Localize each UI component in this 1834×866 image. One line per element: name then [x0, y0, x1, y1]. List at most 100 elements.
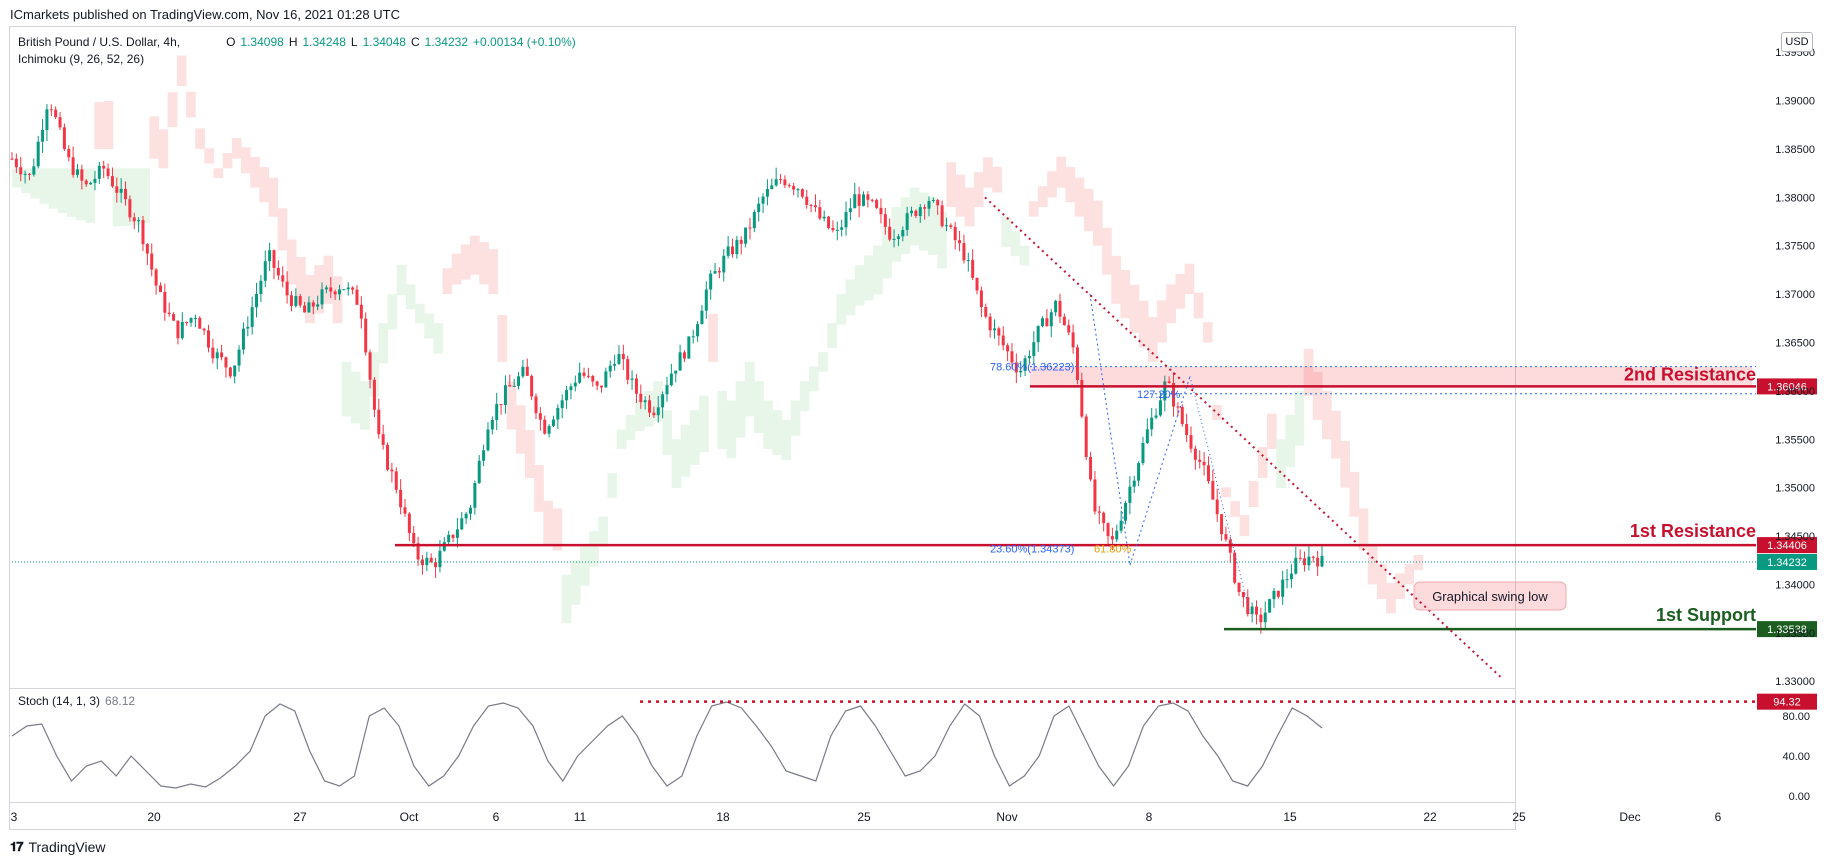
cloud-segment [818, 352, 828, 372]
candle-body [1128, 486, 1132, 504]
candle-body [442, 542, 446, 551]
candle-body [1298, 557, 1302, 559]
cloud-segment [488, 249, 499, 295]
candle-body [1054, 300, 1058, 313]
cloud-segment [1367, 545, 1378, 585]
candle-body [172, 314, 176, 321]
candle-body [1006, 345, 1010, 352]
currency-button[interactable]: USD [1781, 32, 1813, 52]
time-tick-label: 18 [716, 810, 730, 824]
candle-body [272, 250, 276, 268]
candle-body [809, 204, 813, 206]
candle-body [993, 328, 996, 331]
candle-body [774, 179, 778, 186]
price-tick-label: 1.33500 [1775, 628, 1815, 640]
candle-body [565, 390, 569, 401]
cloud-segment [241, 147, 251, 174]
cloud-segment [460, 244, 471, 280]
candle-body [818, 207, 822, 219]
candle-body [595, 381, 599, 386]
candle-body [1176, 406, 1180, 408]
candle-body [901, 229, 905, 237]
candle-body [1289, 573, 1293, 580]
stoch-tick-label: 40.00 [1782, 751, 1810, 763]
cloud-segment [1312, 371, 1323, 420]
candle-body [652, 412, 656, 416]
candle-body [521, 366, 525, 377]
candle-body [530, 375, 534, 397]
cloud-segment [534, 465, 544, 512]
candle-body [1211, 481, 1215, 500]
candle-body [888, 226, 892, 240]
stoch-tick-label: 0.00 [1789, 791, 1810, 803]
candle-body [451, 534, 455, 538]
candle-body [1150, 417, 1154, 430]
cloud-segment [222, 153, 233, 169]
candle-body [560, 400, 564, 408]
cloud-segment [863, 255, 874, 301]
cloud-segment [378, 323, 389, 364]
candle-body [556, 407, 560, 420]
fib-leg-line [1189, 376, 1251, 614]
candle-body [1198, 459, 1202, 462]
candle-body [429, 557, 433, 563]
cloud-segment [332, 276, 343, 324]
ichimoku-cloud [12, 55, 1424, 624]
candle-body [1145, 429, 1149, 443]
level-price-tag [1757, 621, 1817, 638]
cloud-segment [1221, 487, 1231, 498]
candle-body [735, 239, 739, 255]
cloud-segment [305, 275, 315, 324]
cloud-segment [12, 168, 22, 188]
indicator-label: Ichimoku (9, 26, 52, 26) [18, 52, 145, 66]
candle-body [586, 375, 590, 377]
cloud-segment [579, 545, 590, 586]
candle-body [263, 261, 267, 281]
candle-body [862, 194, 865, 206]
candle-body [259, 280, 263, 294]
candle-body [19, 167, 23, 175]
candle-body [167, 312, 171, 315]
candle-body [137, 220, 141, 222]
candle-body [1220, 514, 1224, 535]
candle-body [185, 321, 189, 323]
cloud-segment [790, 400, 801, 436]
candle-body [770, 185, 774, 189]
cloud-segment [186, 91, 196, 118]
candle-body [1036, 325, 1040, 343]
candle-body [45, 109, 49, 130]
candle-body [1001, 335, 1005, 346]
cloud-segment [781, 419, 792, 461]
cloud-segment [30, 168, 40, 199]
candle-body [316, 304, 320, 307]
cloud-segment [442, 268, 453, 295]
candle-body [892, 238, 896, 240]
cloud-segment [607, 473, 618, 498]
candle-body [840, 227, 844, 230]
cloud-segment [424, 313, 434, 339]
candle-body [420, 559, 424, 566]
candle-body [355, 289, 359, 305]
cloud-segment [1092, 200, 1103, 246]
cloud-segment [1074, 177, 1085, 217]
candle-body [578, 372, 582, 383]
cloud-segment [616, 429, 627, 450]
cloud-segment [176, 55, 187, 87]
candle-body [975, 277, 979, 291]
open-label: O [226, 35, 236, 49]
candle-body [189, 318, 193, 323]
candle-body [124, 188, 128, 200]
candle-body [1093, 479, 1097, 512]
change-value: +0.00134 (+0.10%) [473, 35, 576, 49]
candle-body [176, 320, 180, 339]
price-tick-label: 1.36000 [1775, 386, 1815, 398]
candle-body [634, 378, 638, 394]
time-tick-label: Dec [1619, 810, 1640, 824]
candle-body [696, 324, 700, 337]
cloud-segment [470, 235, 480, 275]
cloud-segment [1157, 300, 1167, 343]
cloud-segment [66, 168, 77, 217]
cloud-segment [1358, 508, 1369, 551]
candle-body [150, 253, 154, 270]
